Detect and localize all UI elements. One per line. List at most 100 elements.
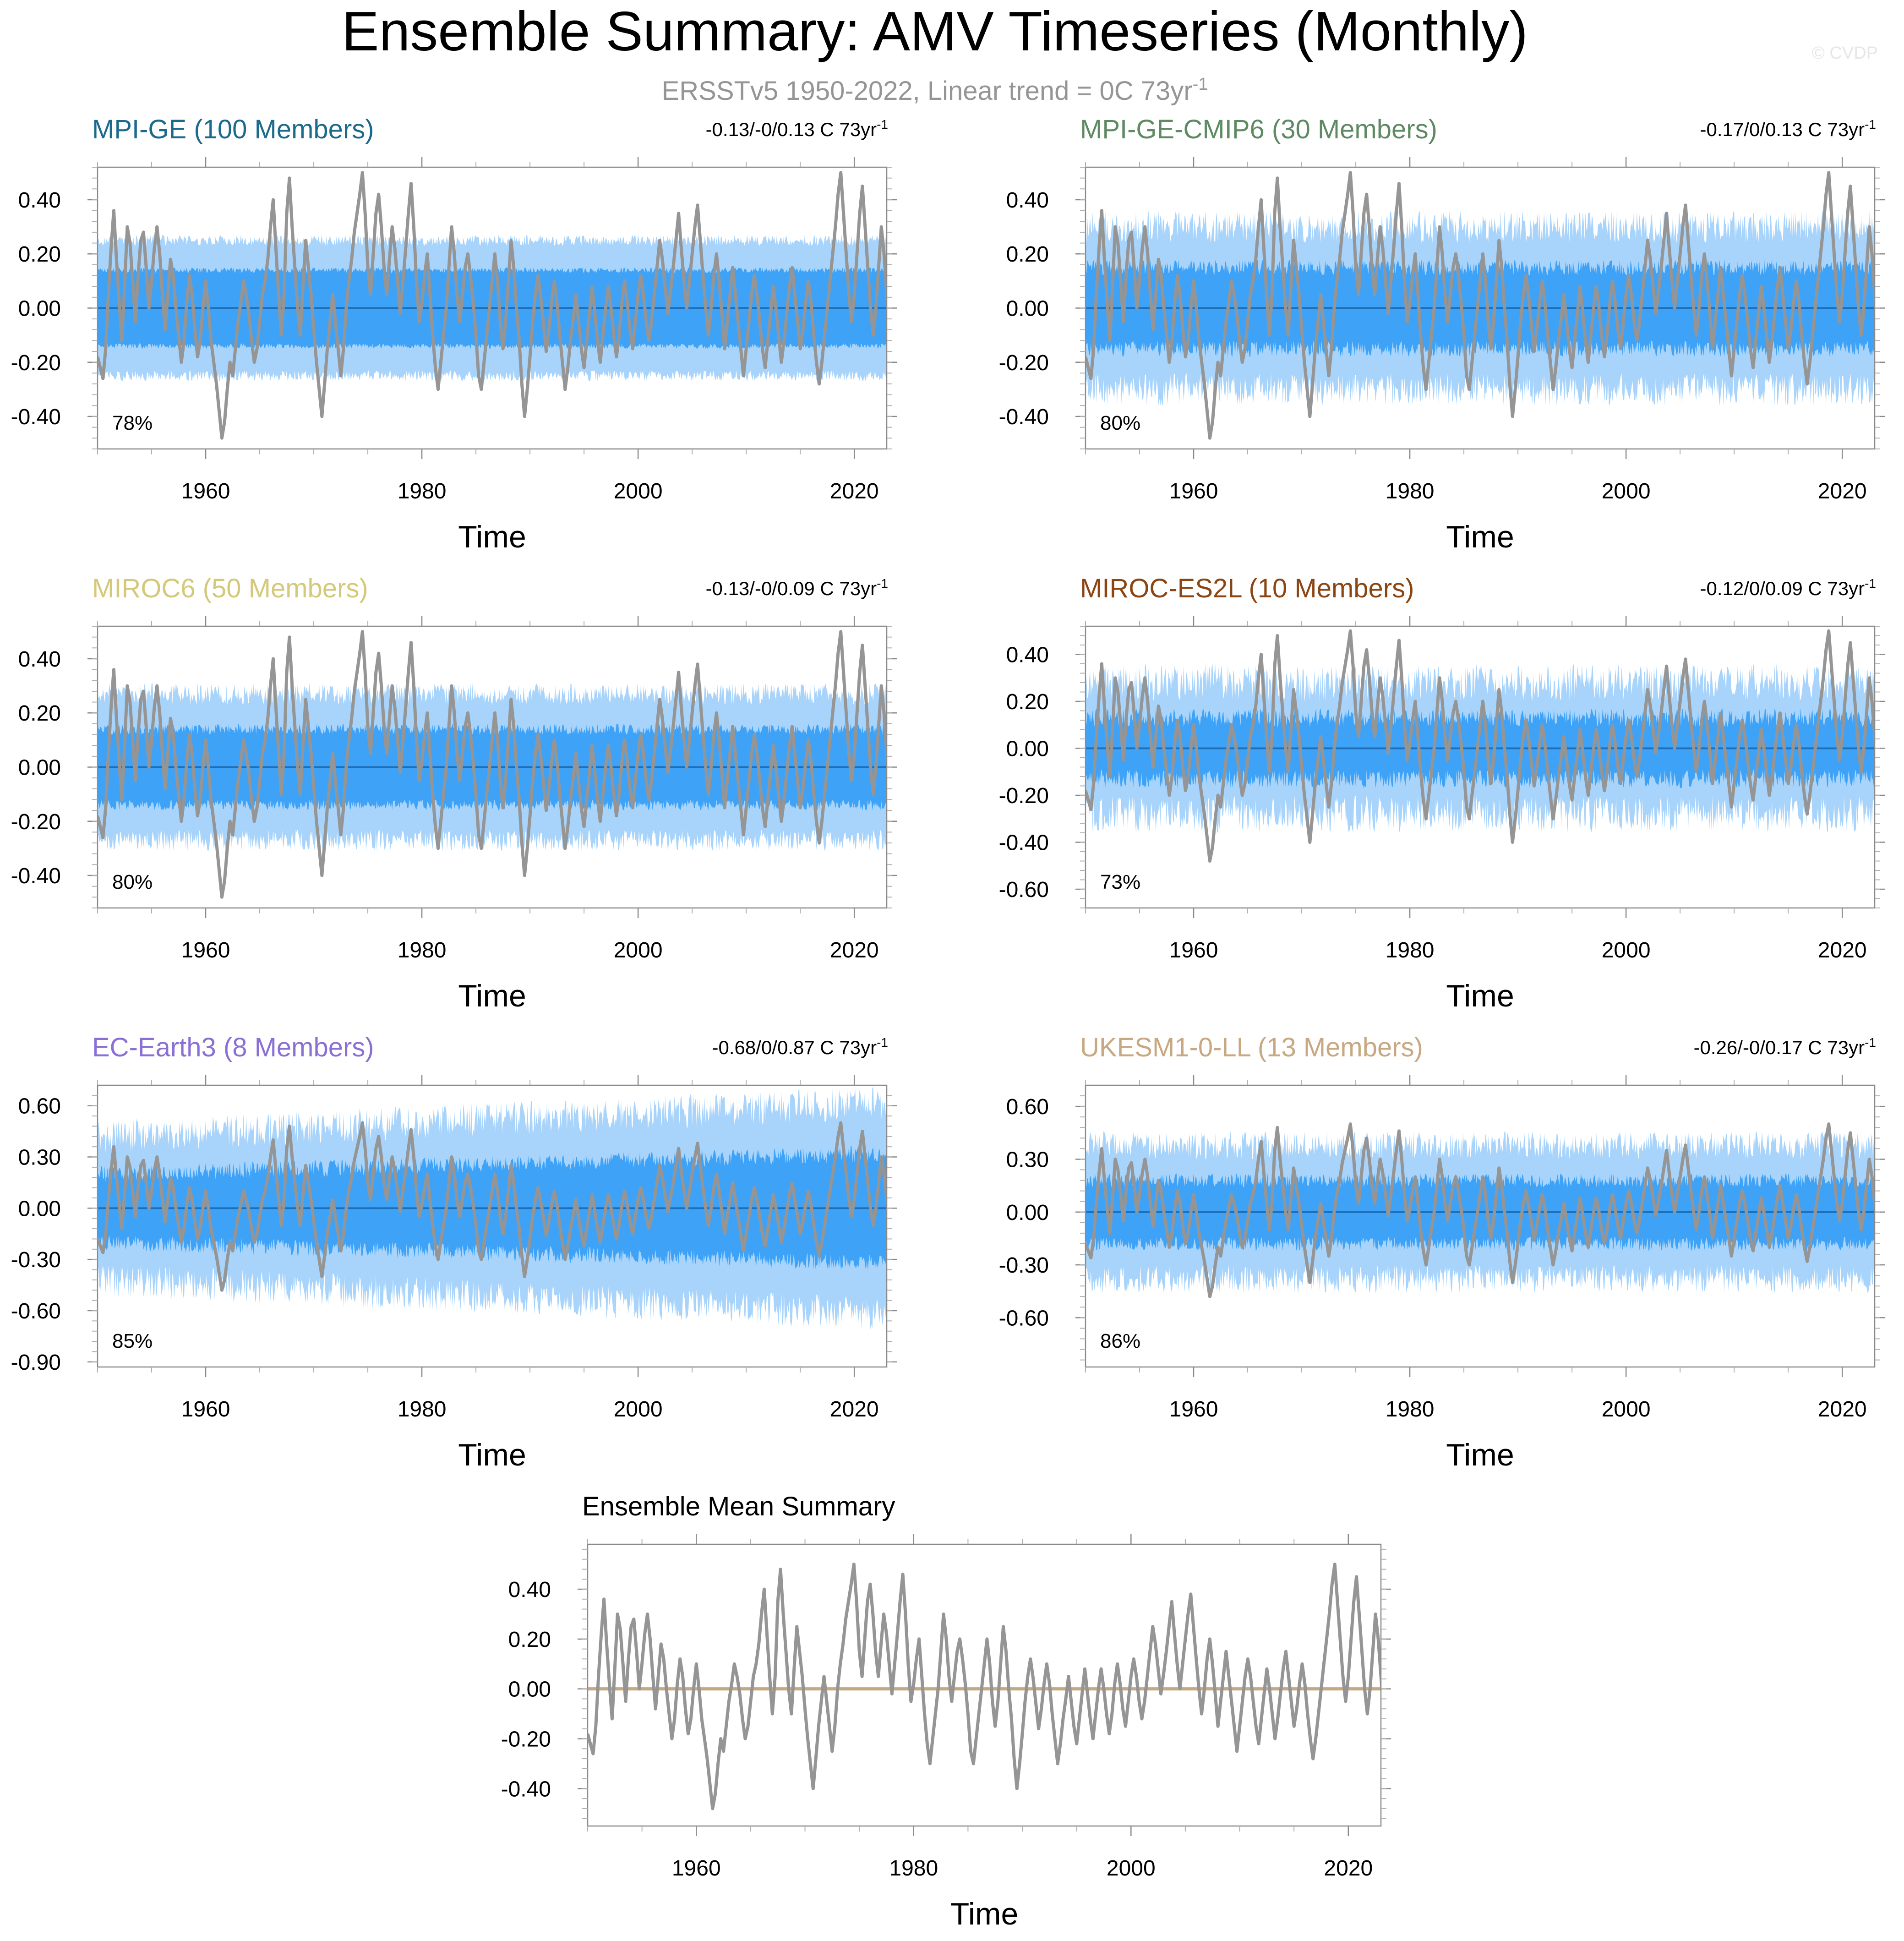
copyright-label: © CVDP (1812, 44, 1878, 63)
x-axis-title: Time (458, 519, 526, 554)
y-tick-label: -0.40 (999, 831, 1049, 855)
y-tick-label: 0.40 (18, 647, 61, 672)
y-tick-label: -0.60 (999, 1306, 1049, 1330)
y-tick-label: 0.20 (18, 242, 61, 267)
x-tick-label: 2000 (1602, 1397, 1651, 1422)
trend-label: -0.12/0/0.09 C 73yr-1 (1700, 576, 1876, 599)
y-tick-label: -0.30 (999, 1253, 1049, 1278)
panel-title: UKESM1-0-LL (13 Members) (1080, 1033, 1423, 1062)
panel-title: MIROC-ES2L (10 Members) (1080, 574, 1414, 603)
x-tick-label: 2000 (1602, 479, 1651, 503)
y-tick-label: -0.60 (999, 878, 1049, 902)
x-tick-label: 2000 (614, 1397, 663, 1422)
panel-1: -0.40 -0.20 0.00 0.20 0.40 1960 1980 2000 2020 Ti… (11, 115, 897, 554)
plot-area (1086, 629, 1875, 863)
percent-within-range-label: 78% (112, 412, 153, 434)
plot-area (98, 630, 887, 899)
plot-area (1086, 1122, 1875, 1298)
y-tick-label: 0.00 (1006, 737, 1049, 761)
plot-area (1086, 171, 1875, 440)
percent-within-range-label: 73% (1100, 871, 1140, 893)
plot-area (98, 171, 887, 440)
figure-subtitle-sup: -1 (1193, 75, 1208, 94)
panel-7: -0.40 -0.20 0.00 0.20 0.40 1960 1980 2000 2020 Ti… (501, 1492, 1391, 1931)
x-tick-label: 1980 (398, 1397, 447, 1422)
percent-within-range-label: 86% (1100, 1330, 1140, 1352)
x-axis-title: Time (1446, 1438, 1514, 1472)
y-tick-label: 0.00 (18, 297, 61, 321)
y-tick-label: -0.40 (999, 405, 1049, 429)
panel-title: EC-Earth3 (8 Members) (92, 1033, 374, 1062)
percent-within-range-label: 80% (112, 871, 153, 893)
y-tick-label: -0.20 (999, 351, 1049, 375)
y-tick-label: -0.60 (11, 1299, 61, 1323)
x-tick-label: 1980 (398, 938, 447, 962)
x-tick-label: 2020 (830, 479, 879, 503)
x-tick-label: 1960 (1169, 1397, 1218, 1422)
plot-frame (97, 1084, 888, 1368)
figure-subtitle-text: ERSSTv5 1950-2022, Linear trend = 0C 73y… (662, 76, 1193, 106)
y-tick-label: -0.20 (501, 1728, 551, 1752)
panel-2: -0.40 -0.20 0.00 0.20 0.40 1960 1980 2000 2020 Ti… (999, 115, 1885, 554)
x-tick-label: 2000 (614, 938, 663, 962)
x-tick-label: 1980 (1386, 479, 1435, 503)
y-tick-label: -0.30 (11, 1248, 61, 1272)
observed-amv-line (1086, 629, 1875, 863)
trend-label: -0.17/0/0.13 C 73yr-1 (1700, 117, 1876, 140)
x-tick-label: 1960 (181, 938, 230, 962)
x-tick-label: 1980 (889, 1856, 938, 1881)
trend-label: -0.13/-0/0.13 C 73yr-1 (706, 117, 888, 140)
panel-title: Ensemble Mean Summary (582, 1492, 895, 1521)
plot-area (98, 1087, 887, 1330)
y-tick-label: -0.20 (11, 351, 61, 375)
x-axis-title: Time (950, 1897, 1019, 1931)
y-tick-label: 0.40 (1006, 643, 1049, 667)
observed-amv-line (98, 1121, 887, 1292)
x-tick-label: 2020 (1818, 938, 1867, 962)
observed-amv-line (1086, 1122, 1875, 1298)
y-tick-label: 0.60 (18, 1094, 61, 1119)
panel-5: -0.90 -0.60 -0.30 0.00 0.30 0.60 1960 1980 2000 2… (11, 1033, 897, 1472)
panel-3: -0.40 -0.20 0.00 0.20 0.40 1960 1980 2000 2020 Ti… (11, 574, 897, 1013)
x-tick-label: 1980 (1386, 938, 1435, 962)
x-tick-label: 2000 (1602, 938, 1651, 962)
x-tick-label: 2020 (1324, 1856, 1373, 1881)
observed-amv-line (98, 630, 887, 899)
plot-area (588, 1563, 1381, 1810)
x-tick-label: 1960 (1169, 479, 1218, 503)
y-tick-label: 0.00 (18, 1197, 61, 1221)
x-tick-label: 2020 (830, 938, 879, 962)
y-tick-label: -0.90 (11, 1350, 61, 1375)
plot-frame (587, 1543, 1382, 1827)
y-tick-label: 0.00 (508, 1678, 551, 1702)
observed-amv-line (98, 171, 887, 440)
x-tick-label: 1960 (1169, 938, 1218, 962)
y-tick-label: 0.40 (508, 1578, 551, 1602)
x-tick-label: 1960 (672, 1856, 721, 1881)
y-tick-label: -0.20 (11, 810, 61, 834)
percent-within-range-label: 80% (1100, 412, 1140, 434)
x-tick-label: 1960 (181, 479, 230, 503)
x-tick-label: 2000 (614, 479, 663, 503)
y-tick-label: 0.20 (1006, 242, 1049, 267)
y-tick-label: 0.40 (1006, 188, 1049, 213)
y-tick-label: 0.00 (1006, 1201, 1049, 1225)
trend-label: -0.13/-0/0.09 C 73yr-1 (706, 576, 888, 599)
x-tick-label: 2020 (830, 1397, 879, 1422)
figure-subtitle: ERSSTv5 1950-2022, Linear trend = 0C 73y… (662, 75, 1208, 106)
trend-label: -0.26/-0/0.17 C 73yr-1 (1694, 1035, 1876, 1058)
x-axis-title: Time (458, 1438, 526, 1472)
panel-title: MIROC6 (50 Members) (92, 574, 368, 603)
percent-within-range-label: 85% (112, 1330, 153, 1352)
y-tick-label: -0.20 (999, 784, 1049, 808)
panel-4: -0.60 -0.40 -0.20 0.00 0.20 0.40 1960 1980 2000 2… (999, 574, 1885, 1013)
x-tick-label: 1980 (398, 479, 447, 503)
y-tick-label: 0.00 (18, 756, 61, 780)
y-tick-label: -0.40 (11, 864, 61, 888)
observed-amv-line (588, 1563, 1381, 1810)
trend-label: -0.68/0/0.87 C 73yr-1 (712, 1035, 888, 1058)
y-tick-label: 0.00 (1006, 297, 1049, 321)
panels: -0.40 -0.20 0.00 0.20 0.40 1960 1980 2000 2020 Ti… (11, 115, 1885, 1931)
x-tick-label: 2020 (1818, 479, 1867, 503)
